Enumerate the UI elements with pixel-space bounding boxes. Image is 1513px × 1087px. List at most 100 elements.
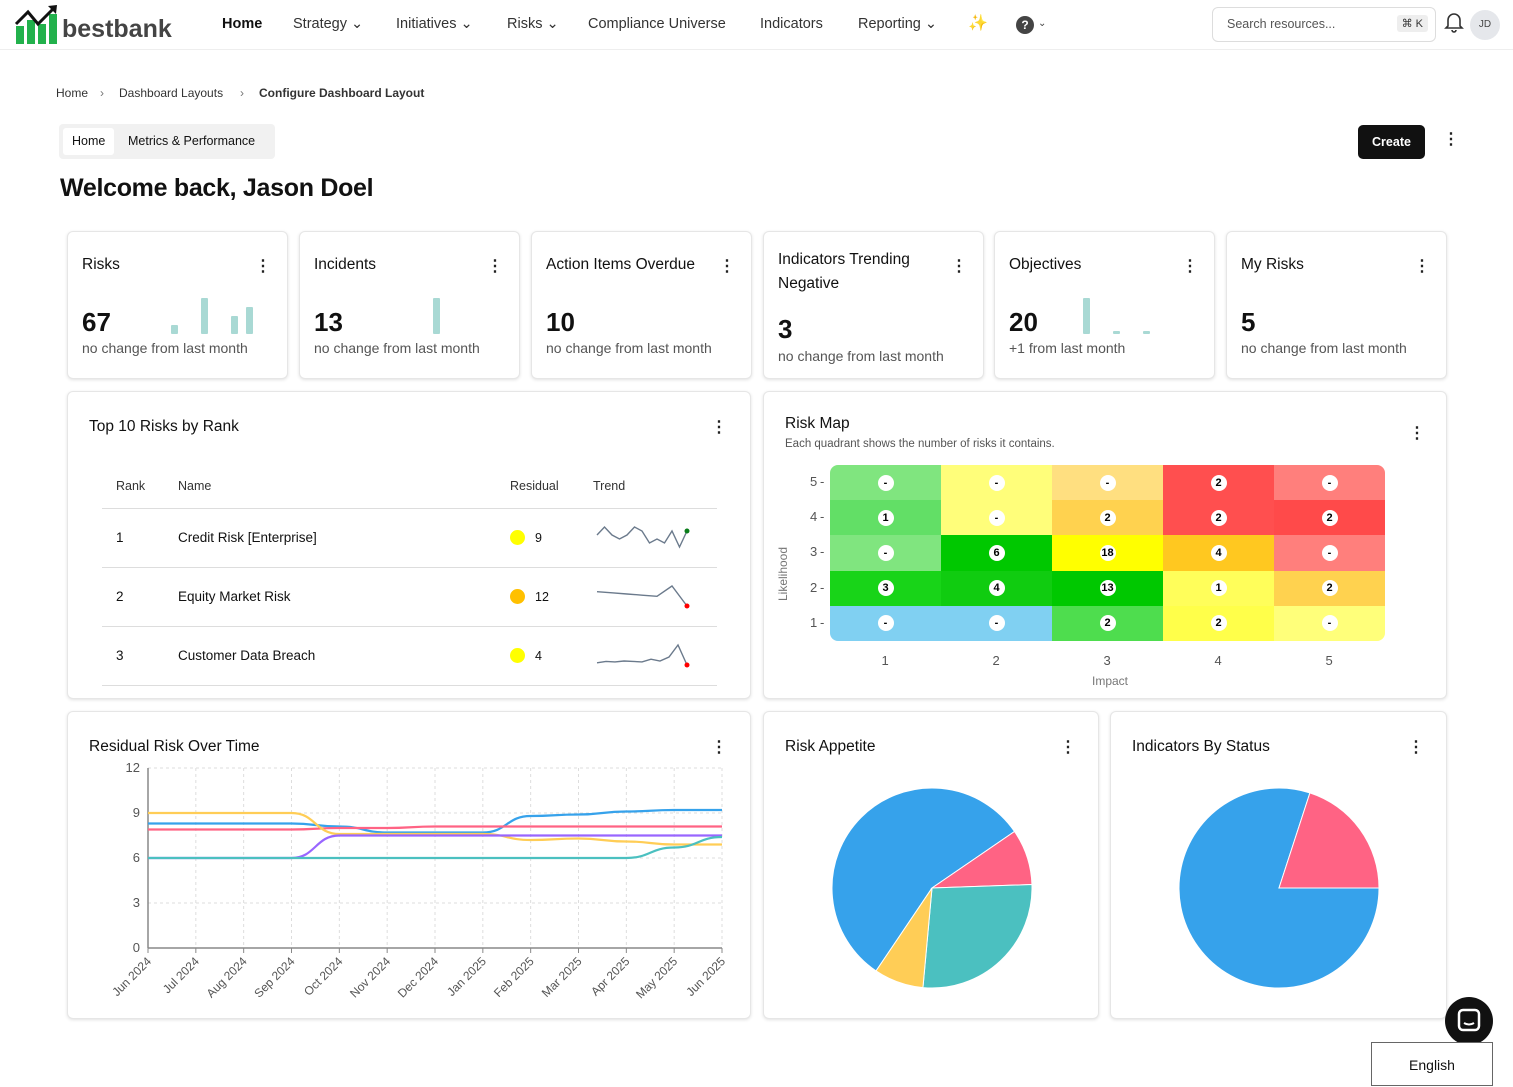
nav-reporting[interactable]: Reporting ⌄ [858, 16, 938, 32]
heatmap-cell[interactable]: 1 [830, 500, 941, 536]
bell-icon[interactable] [1444, 11, 1464, 33]
risk-name[interactable]: Credit Risk [Enterprise] [178, 508, 510, 568]
breadcrumb-home[interactable]: Home [56, 86, 89, 100]
more-icon[interactable]: ⋮ [719, 258, 735, 275]
heatmap-cell[interactable]: - [1274, 535, 1385, 571]
series-line [147, 811, 722, 846]
nav-home[interactable]: Home [222, 16, 263, 32]
heatmap-cell[interactable]: - [941, 500, 1052, 536]
residual-dot [510, 648, 525, 664]
cell-count: 4 [1210, 544, 1227, 561]
series-line [148, 835, 723, 860]
heatmap-cell[interactable]: - [941, 605, 1052, 641]
x-tick-label: Jun 2025 [683, 954, 728, 999]
heatmap-cell[interactable]: - [1274, 465, 1385, 501]
more-icon[interactable]: ⋮ [1409, 425, 1425, 442]
tab-home[interactable]: Home [63, 128, 115, 155]
nav-strategy[interactable]: Strategy ⌄ [293, 16, 364, 32]
heatmap-cell[interactable]: 2 [1052, 500, 1163, 536]
kpi-card[interactable]: Objectives ⋮ 20 +1 from last month [994, 231, 1215, 379]
heatmap-cell[interactable]: 18 [1052, 535, 1163, 571]
language-selector[interactable]: English [1371, 1042, 1493, 1086]
search-input[interactable]: Search resources... ⌘ K [1212, 7, 1436, 42]
more-icon[interactable]: ⋮ [487, 258, 503, 275]
breadcrumb-dashboard-layouts[interactable]: Dashboard Layouts [119, 86, 224, 100]
kpi-card[interactable]: Action Items Overdue ⋮ 10 no change from… [531, 231, 752, 379]
heatmap-cell[interactable]: 2 [1274, 500, 1385, 536]
table-row[interactable]: 3 Customer Data Breach 4 [102, 626, 717, 686]
x-tick: 3 [1103, 653, 1111, 668]
y-tick-mark: - [820, 544, 825, 560]
chevron-down-icon[interactable]: ⌄ [1038, 18, 1047, 29]
heatmap-cell[interactable]: 6 [941, 535, 1052, 571]
tab-metrics-performance[interactable]: Metrics & Performance [128, 134, 256, 148]
more-icon[interactable]: ⋮ [711, 419, 727, 436]
table-row[interactable]: 1 Credit Risk [Enterprise] 9 [102, 508, 717, 568]
heatmap-cell[interactable]: - [830, 465, 941, 501]
x-tick-label: Sep 2024 [251, 954, 297, 1000]
residual-value: 4 [535, 648, 542, 663]
nav-risks[interactable]: Risks ⌄ [507, 16, 559, 32]
cell-count: 2 [1210, 474, 1227, 491]
col-name[interactable]: Name [178, 464, 510, 509]
pie-slice [1278, 792, 1380, 889]
dashboard-tabs: Home Metrics & Performance [59, 124, 275, 159]
col-trend[interactable]: Trend [593, 464, 717, 509]
nav-indicators[interactable]: Indicators [760, 16, 823, 32]
trend [593, 567, 717, 627]
help-icon[interactable]: ? [1016, 16, 1034, 34]
heatmap-cell[interactable]: - [1052, 465, 1163, 501]
more-icon[interactable]: ⋮ [951, 258, 967, 275]
logo[interactable]: bestbank [14, 4, 172, 44]
avatar[interactable]: JD [1470, 10, 1500, 40]
risk-name[interactable]: Customer Data Breach [178, 626, 510, 686]
residual-dot [510, 589, 525, 605]
heatmap-cell[interactable]: 2 [1274, 570, 1385, 606]
heatmap-cell[interactable]: 2 [1163, 465, 1274, 501]
magic-wand-icon[interactable]: ✨ [968, 15, 988, 32]
create-button[interactable]: Create [1358, 125, 1425, 159]
kpi-card[interactable]: Incidents ⋮ 13 no change from last month [299, 231, 520, 379]
table-row[interactable]: 2 Equity Market Risk 12 [102, 567, 717, 627]
kpi-card[interactable]: Risks ⋮ 67 no change from last month [67, 231, 288, 379]
heatmap-cell[interactable]: 4 [1163, 535, 1274, 571]
heatmap-cell[interactable]: 1 [1163, 570, 1274, 606]
nav-initiatives[interactable]: Initiatives ⌄ [396, 16, 473, 32]
x-tick-label: Apr 2025 [588, 954, 633, 999]
kpi-card[interactable]: Indicators Trending Negative ⋮ 3 no chan… [763, 231, 984, 379]
cell-count: - [988, 509, 1005, 526]
heatmap-cell[interactable]: 2 [1163, 500, 1274, 536]
col-rank[interactable]: Rank [102, 464, 178, 509]
more-icon[interactable]: ⋮ [1408, 739, 1424, 756]
more-icon[interactable]: ⋮ [711, 739, 727, 756]
x-tick-label: Jan 2025 [444, 954, 489, 999]
more-icon[interactable]: ⋮ [255, 258, 271, 275]
kpi-card[interactable]: My Risks ⋮ 5 no change from last month [1226, 231, 1447, 379]
chat-button[interactable] [1445, 997, 1493, 1045]
heatmap-cell[interactable]: - [941, 465, 1052, 501]
kpi-sparkbars [1315, 298, 1415, 334]
cell-count: - [988, 615, 1005, 632]
heatmap-cell[interactable]: 3 [830, 570, 941, 606]
nav-compliance-universe[interactable]: Compliance Universe [588, 16, 726, 32]
cell-count: - [1321, 544, 1338, 561]
heatmap-cell[interactable]: 2 [1052, 605, 1163, 641]
heatmap-cell[interactable]: 2 [1163, 605, 1274, 641]
page-more-icon[interactable]: ⋮ [1443, 131, 1459, 148]
more-icon[interactable]: ⋮ [1060, 739, 1076, 756]
heatmap-cell[interactable]: - [1274, 605, 1385, 641]
heatmap-cell[interactable]: 4 [941, 570, 1052, 606]
more-icon[interactable]: ⋮ [1182, 258, 1198, 275]
kpi-change: no change from last month [778, 348, 944, 364]
heatmap-cell[interactable]: - [830, 535, 941, 571]
residual-dot [510, 530, 525, 546]
rank: 1 [102, 508, 178, 568]
heatmap-cell[interactable]: - [830, 605, 941, 641]
heatmap-cell[interactable]: 13 [1052, 570, 1163, 606]
indicators-status-card: Indicators By Status ⋮ [1110, 711, 1447, 1019]
risk-name[interactable]: Equity Market Risk [178, 567, 510, 627]
x-tick-label: Aug 2024 [204, 954, 250, 1000]
more-icon[interactable]: ⋮ [1414, 258, 1430, 275]
col-residual[interactable]: Residual [510, 464, 593, 509]
x-tick-label: Oct 2024 [301, 954, 346, 999]
